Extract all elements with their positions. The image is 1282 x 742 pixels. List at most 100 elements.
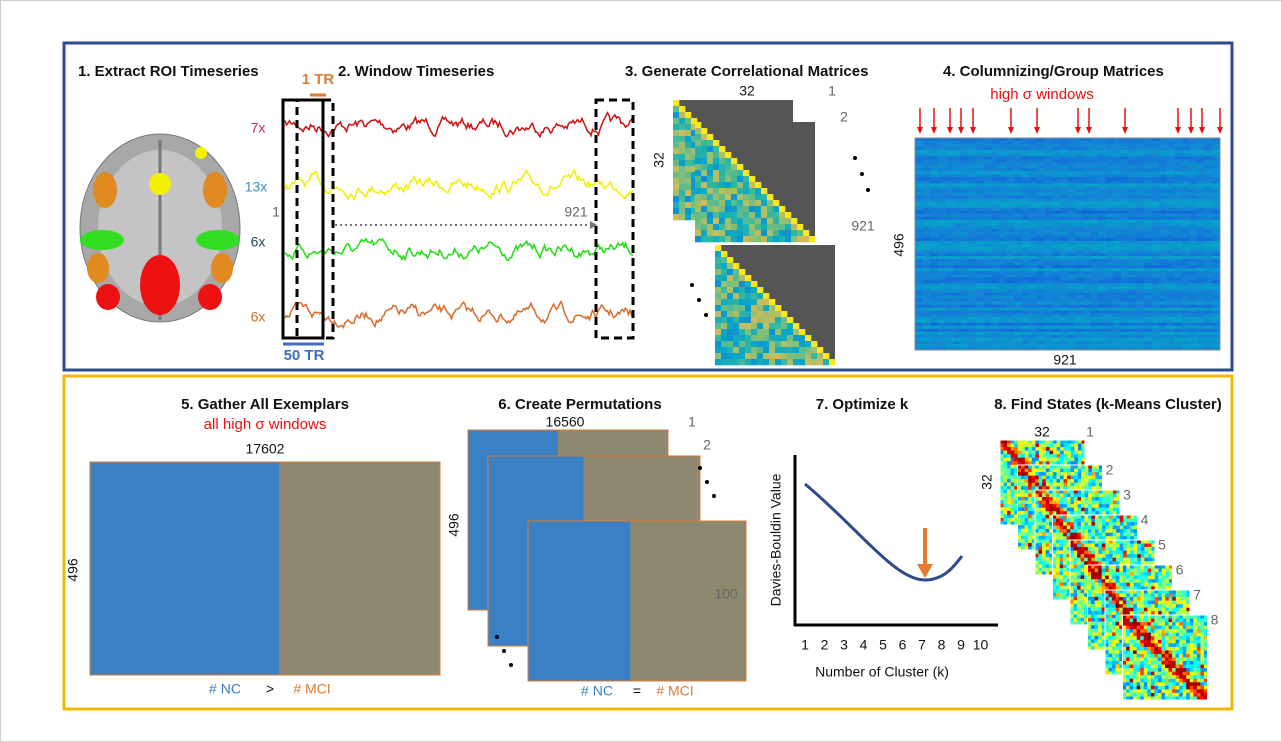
state-cell	[1025, 465, 1029, 469]
heatmap-cell	[946, 335, 954, 338]
state-cell	[1011, 493, 1015, 497]
heatmap-cell	[1205, 238, 1213, 241]
heatmap-cell	[1151, 320, 1159, 323]
heatmap-cell	[1174, 162, 1182, 165]
heatmap-cell	[1014, 250, 1022, 253]
heatmap-cell	[1037, 277, 1045, 280]
heatmap-cell	[1106, 308, 1114, 311]
heatmap-cell	[1090, 189, 1098, 192]
heatmap-cell	[1083, 226, 1091, 229]
matrix-cell	[757, 359, 763, 365]
heatmap-cell	[1052, 305, 1060, 308]
matrix-cell	[767, 236, 773, 242]
heatmap-cell	[1014, 317, 1022, 320]
state-cell	[1018, 454, 1022, 458]
heatmap-cell	[1182, 220, 1190, 223]
matrix-cell	[695, 194, 701, 200]
state-cell	[1014, 458, 1018, 462]
matrix-cell	[685, 172, 691, 178]
state-cell	[1043, 451, 1047, 455]
state-cell	[1011, 507, 1015, 511]
heatmap-cell	[938, 177, 946, 180]
heatmap-cell	[915, 214, 923, 217]
heatmap-cell	[1121, 314, 1129, 317]
heatmap-cell	[1007, 299, 1015, 302]
heatmap-cell	[1159, 256, 1167, 259]
heatmap-cell	[1167, 256, 1175, 259]
state-cell	[1025, 500, 1029, 504]
heatmap-cell	[1182, 147, 1190, 150]
heatmap-cell	[1052, 256, 1060, 259]
heatmap-cell	[1136, 323, 1144, 326]
heatmap-cell	[1060, 189, 1068, 192]
heatmap-cell	[999, 262, 1007, 265]
heatmap-cell	[999, 165, 1007, 168]
matrix-cell	[781, 347, 787, 353]
heatmap-cell	[1136, 153, 1144, 156]
state-cell	[1078, 501, 1082, 505]
heatmap-cell	[938, 262, 946, 265]
heatmap-cell	[1098, 147, 1106, 150]
heatmap-cell	[1098, 180, 1106, 183]
heatmap-cell	[968, 317, 976, 320]
heatmap-cell	[1014, 150, 1022, 153]
heatmap-cell	[1121, 223, 1129, 226]
heatmap-cell	[961, 232, 969, 235]
heatmap-cell	[1106, 168, 1114, 171]
heatmap-cell	[1083, 271, 1091, 274]
heatmap-cell	[1029, 174, 1037, 177]
heatmap-cell	[1007, 338, 1015, 341]
heatmap-cell	[930, 332, 938, 335]
heatmap-cell	[976, 277, 984, 280]
state-cell	[1053, 504, 1057, 508]
heatmap-cell	[938, 289, 946, 292]
state-cell	[1085, 508, 1089, 512]
heatmap-cell	[1205, 289, 1213, 292]
heatmap-cell	[1060, 335, 1068, 338]
heatmap-cell	[1037, 314, 1045, 317]
matrix-cell	[695, 236, 701, 242]
matrix-cell	[679, 172, 685, 178]
heatmap-cell	[1037, 320, 1045, 323]
heatmap-cell	[999, 344, 1007, 347]
state-cell	[1039, 490, 1043, 494]
state-cell	[1049, 501, 1053, 505]
heatmap-cell	[1212, 311, 1220, 314]
heatmap-cell	[1037, 286, 1045, 289]
heatmap-cell	[1205, 153, 1213, 156]
heatmap-cell	[1075, 141, 1083, 144]
matrix-cell	[769, 323, 775, 329]
heatmap-cell	[1045, 274, 1053, 277]
heatmap-cell	[1029, 299, 1037, 302]
state-cell	[1064, 479, 1068, 483]
matrix-cell	[769, 311, 775, 317]
heatmap-cell	[1090, 265, 1098, 268]
heatmap-cell	[1205, 193, 1213, 196]
state-cell	[1021, 522, 1025, 526]
heatmap-cell	[938, 153, 946, 156]
heatmap-cell	[1068, 253, 1076, 256]
heatmap-cell	[1022, 268, 1030, 271]
heatmap-cell	[1212, 280, 1220, 283]
heatmap-cell	[1037, 174, 1045, 177]
state-cell	[1004, 440, 1008, 444]
heatmap-cell	[1167, 286, 1175, 289]
heatmap-cell	[938, 329, 946, 332]
matrix-cell	[673, 160, 679, 166]
heatmap-cell	[1060, 329, 1068, 332]
heatmap-cell	[938, 150, 946, 153]
matrix-cell	[673, 184, 679, 190]
heatmap-cell	[1167, 211, 1175, 214]
heatmap-cell	[1182, 289, 1190, 292]
heatmap-cell	[1075, 153, 1083, 156]
heatmap-cell	[1060, 150, 1068, 153]
heatmap-cell	[1090, 311, 1098, 314]
heatmap-cell	[1007, 274, 1015, 277]
heatmap-cell	[999, 235, 1007, 238]
matrix-cell	[727, 263, 733, 269]
matrix-cell	[685, 160, 691, 166]
matrix-cell	[707, 158, 713, 164]
state-cell	[1007, 514, 1011, 518]
heatmap-cell	[1052, 332, 1060, 335]
matrix-cell	[763, 317, 769, 323]
